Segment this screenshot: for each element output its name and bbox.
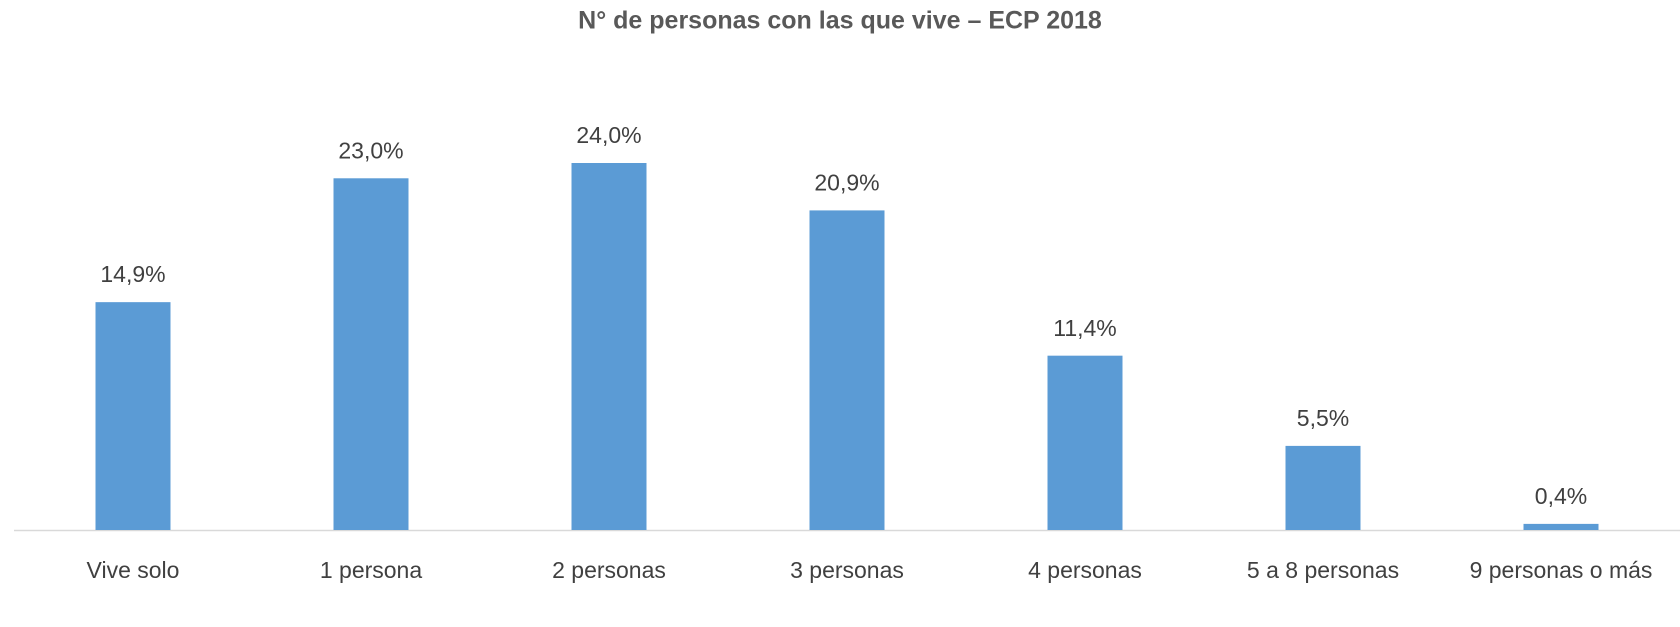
bar (333, 178, 409, 530)
data-label: 5,5% (1297, 405, 1349, 431)
data-label: 23,0% (338, 137, 403, 163)
data-label: 14,9% (100, 261, 165, 287)
bar (1285, 445, 1361, 530)
x-tick-label: 4 personas (1028, 557, 1142, 583)
x-tick-label: 2 personas (552, 557, 666, 583)
x-tick-label: 1 persona (320, 557, 423, 583)
chart-title: N° de personas con las que vive – ECP 20… (578, 7, 1102, 35)
bar (571, 163, 647, 530)
data-label: 11,4% (1053, 315, 1117, 341)
data-label: 0,4% (1535, 483, 1587, 509)
x-tick-label: 5 a 8 personas (1247, 557, 1399, 583)
x-tick-label: 3 personas (790, 557, 904, 583)
x-tick-label: 9 personas o más (1470, 557, 1653, 583)
data-label: 24,0% (576, 122, 641, 148)
bar (95, 302, 171, 530)
bar (809, 210, 885, 530)
bar (1047, 355, 1123, 530)
x-tick-label: Vive solo (87, 557, 180, 583)
data-label: 20,9% (814, 169, 879, 195)
bar (1523, 523, 1599, 530)
